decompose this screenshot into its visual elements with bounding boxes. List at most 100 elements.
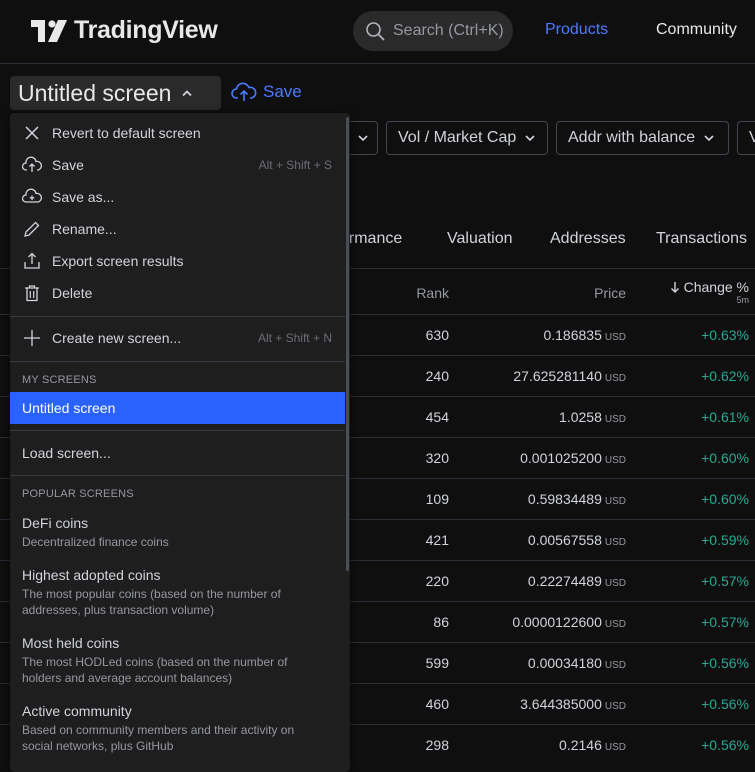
screen-menu-dropdown: Revert to default screen Save Alt + Shif… xyxy=(10,113,350,772)
filter-label: Vol / Market Cap xyxy=(398,129,517,146)
change-cell: +0.63% xyxy=(701,327,749,343)
menu-divider xyxy=(10,475,345,476)
price-value: 0.00567558 xyxy=(527,532,602,548)
tradingview-logo-icon xyxy=(31,19,67,42)
price-value: 0.00034180 xyxy=(527,655,602,671)
menu-item-load-screen[interactable]: Load screen... xyxy=(22,445,111,461)
search-icon xyxy=(366,22,385,41)
price-cell: 0.00034180 USD xyxy=(528,655,626,671)
menu-item-delete[interactable]: Delete xyxy=(10,277,345,309)
currency-unit: USD xyxy=(604,701,626,712)
my-screen-untitled-selected[interactable]: Untitled screen xyxy=(10,392,345,424)
price-value: 3.644385000 xyxy=(520,696,602,712)
menu-item-rename[interactable]: Rename... xyxy=(10,213,345,245)
export-icon xyxy=(24,252,40,269)
change-cell: +0.60% xyxy=(701,491,749,507)
price-value: 0.186835 xyxy=(543,327,602,343)
table-row[interactable]: 599 0.00034180 USD +0.56% xyxy=(0,642,755,684)
price-cell: 0.59834489 USD xyxy=(528,491,626,507)
save-button[interactable]: Save xyxy=(231,81,302,103)
tradingview-logo[interactable]: TradingView xyxy=(30,16,218,45)
currency-unit: USD xyxy=(604,373,626,384)
menu-item-label: Revert to default screen xyxy=(52,125,201,141)
menu-scrollbar[interactable] xyxy=(346,117,349,571)
save-label: Save xyxy=(263,82,302,101)
filter-addr-with-balance[interactable]: Addr with balance xyxy=(556,121,729,155)
rank-cell: 298 xyxy=(425,737,449,753)
shortcut-hint: Alt + Shift + S xyxy=(258,158,332,172)
table-row[interactable]: 320 0.001025200 USD +0.60% xyxy=(0,437,755,479)
change-header-timeframe: 5m xyxy=(736,295,749,305)
menu-item-save-as[interactable]: Save as... xyxy=(10,181,345,213)
table-row[interactable]: 220 0.22274489 USD +0.57% xyxy=(0,560,755,602)
popular-screen-title: Highest adopted coins xyxy=(22,567,161,583)
logo-text: TradingView xyxy=(74,16,218,44)
menu-item-label: Save xyxy=(52,157,84,173)
currency-unit: USD xyxy=(604,414,626,425)
menu-item-save[interactable]: Save Alt + Shift + S xyxy=(10,149,345,181)
table-row[interactable]: 454 1.0258 USD +0.61% xyxy=(0,396,755,438)
rank-cell: 630 xyxy=(425,327,449,343)
table-row[interactable]: 298 0.2146 USD +0.56% xyxy=(0,724,755,766)
table-row[interactable]: 86 0.0000122600 USD +0.57% xyxy=(0,601,755,643)
cloud-plus-icon xyxy=(22,188,42,203)
price-cell: 0.00567558 USD xyxy=(528,532,626,548)
change-cell: +0.59% xyxy=(701,532,749,548)
cloud-upload-icon xyxy=(231,82,257,101)
tab-addresses[interactable]: Addresses xyxy=(550,230,626,247)
filter-pill-cut[interactable]: V xyxy=(737,121,755,155)
rank-cell: 86 xyxy=(433,614,449,630)
menu-item-label: Rename... xyxy=(52,221,117,237)
nav-community[interactable]: Community xyxy=(656,21,737,38)
trash-icon xyxy=(25,285,39,302)
tab-valuation[interactable]: Valuation xyxy=(447,230,513,247)
tab-transactions[interactable]: Transactions xyxy=(656,230,747,247)
my-screens-heading: MY SCREENS xyxy=(22,374,97,386)
search-box[interactable]: Search (Ctrl+K) xyxy=(353,11,513,51)
currency-unit: USD xyxy=(604,455,626,466)
my-screen-label: Untitled screen xyxy=(22,400,116,416)
change-cell: +0.56% xyxy=(701,737,749,753)
chevron-up-icon xyxy=(182,90,193,97)
plus-icon xyxy=(24,330,40,346)
top-header: TradingView Search (Ctrl+K) Products Com… xyxy=(0,0,755,64)
rank-cell: 421 xyxy=(425,532,449,548)
popular-screen-desc: Decentralized finance coins xyxy=(22,535,169,549)
menu-item-export[interactable]: Export screen results xyxy=(10,245,345,277)
column-header-rank[interactable]: Rank xyxy=(416,285,449,301)
change-cell: +0.56% xyxy=(701,655,749,671)
column-header-change[interactable]: Change % 5m xyxy=(670,279,749,305)
filter-vol-market-cap[interactable]: Vol / Market Cap xyxy=(386,121,548,155)
menu-divider xyxy=(10,316,345,317)
screen-title-dropdown[interactable]: Untitled screen xyxy=(10,76,221,110)
filter-label: Addr with balance xyxy=(568,129,696,146)
price-value: 0.001025200 xyxy=(520,450,602,466)
currency-unit: USD xyxy=(604,619,626,630)
change-header-label: Change % xyxy=(683,279,749,295)
table-row[interactable]: 630 0.186835 USD +0.63% xyxy=(0,314,755,356)
menu-divider xyxy=(10,361,345,362)
arrow-down-icon xyxy=(670,282,679,293)
table-row[interactable]: 460 3.644385000 USD +0.56% xyxy=(0,683,755,725)
rank-cell: 460 xyxy=(425,696,449,712)
table-row[interactable]: 109 0.59834489 USD +0.60% xyxy=(0,478,755,520)
chevron-down-icon xyxy=(704,135,714,142)
chevron-down-icon xyxy=(358,135,368,142)
popular-screen-desc: The most popular coins (based on the num… xyxy=(22,587,281,617)
change-cell: +0.61% xyxy=(701,409,749,425)
rank-cell: 220 xyxy=(425,573,449,589)
menu-divider xyxy=(10,430,345,431)
chevron-down-icon xyxy=(525,135,535,142)
menu-item-revert[interactable]: Revert to default screen xyxy=(10,117,345,149)
popular-screen-desc: The most HODLed coins (based on the numb… xyxy=(22,655,288,685)
popular-screen-desc: Based on community members and their act… xyxy=(22,723,295,753)
nav-products[interactable]: Products xyxy=(545,21,609,38)
price-value: 0.22274489 xyxy=(527,573,602,589)
currency-unit: USD xyxy=(604,660,626,671)
column-header-price[interactable]: Price xyxy=(594,285,626,301)
menu-item-create-new[interactable]: Create new screen... Alt + Shift + N xyxy=(10,322,345,354)
tab-performance[interactable]: ormance xyxy=(340,230,403,247)
table-row[interactable]: 240 27.625281140 USD +0.62% xyxy=(0,355,755,397)
table-row[interactable]: 421 0.00567558 USD +0.59% xyxy=(0,519,755,561)
change-cell: +0.60% xyxy=(701,450,749,466)
